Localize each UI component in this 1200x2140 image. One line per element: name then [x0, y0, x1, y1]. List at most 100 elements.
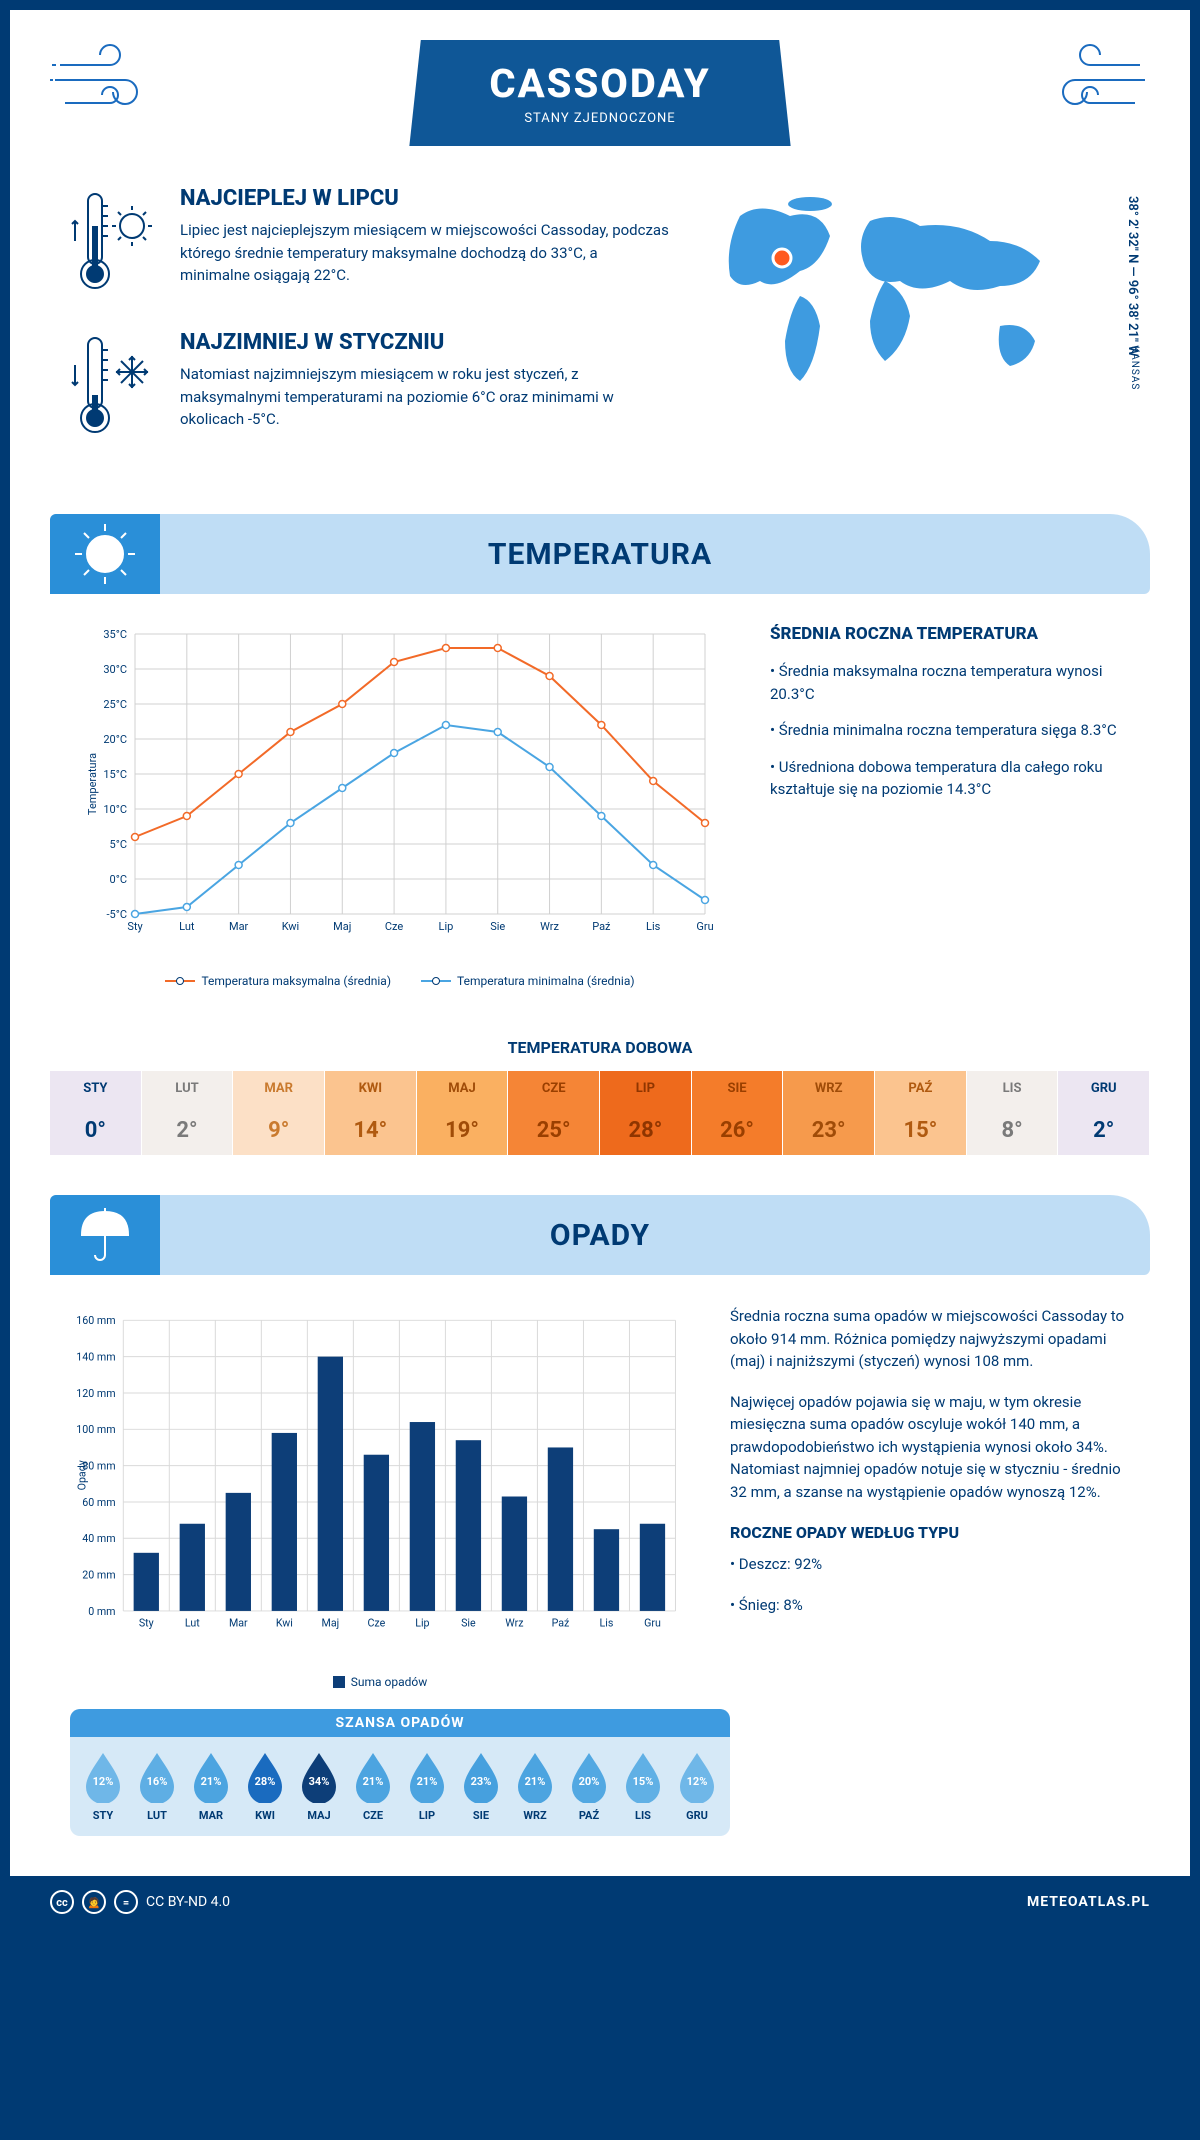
chance-month: LIS [616, 1809, 670, 1822]
daily-cell: SIE 26° [692, 1071, 784, 1155]
svg-text:100 mm: 100 mm [76, 1423, 115, 1436]
daily-month: STY [50, 1071, 141, 1106]
svg-text:25°C: 25°C [103, 698, 127, 711]
precipitation-chart: 0 mm20 mm40 mm60 mm80 mm100 mm120 mm140 … [70, 1305, 690, 1689]
wind-icon-left [50, 40, 170, 120]
facts-column: NAJCIEPLEJ W LIPCU Lipiec jest najcieple… [70, 186, 670, 474]
chance-value: 23% [471, 1775, 492, 1788]
svg-text:Paź: Paź [592, 920, 611, 933]
chance-item: 34% MAJ [292, 1751, 346, 1822]
chance-month: WRZ [508, 1809, 562, 1822]
chance-value: 12% [93, 1775, 114, 1788]
svg-text:Gru: Gru [644, 1616, 661, 1629]
raindrop-icon: 21% [514, 1751, 556, 1803]
legend-max: Temperatura maksymalna (średnia) [201, 974, 391, 988]
daily-cell: LUT 2° [142, 1071, 234, 1155]
svg-text:Lis: Lis [646, 920, 661, 933]
temperature-chart: -5°C0°C5°C10°C15°C20°C25°C30°C35°CStyLut… [70, 624, 730, 988]
svg-text:Wrz: Wrz [505, 1616, 523, 1629]
chance-item: 15% LIS [616, 1751, 670, 1822]
map-column: 38° 2' 32" N — 96° 38' 21" W KANSAS [710, 186, 1130, 474]
svg-text:Paź: Paź [552, 1616, 570, 1629]
precipitation-body: 0 mm20 mm40 mm60 mm80 mm100 mm120 mm140 … [10, 1275, 1190, 1709]
precip-snow: • Śnieg: 8% [730, 1594, 1130, 1617]
svg-text:Sty: Sty [127, 920, 143, 933]
svg-text:Maj: Maj [322, 1616, 340, 1629]
warmest-text: Lipiec jest najcieplejszym miesiącem w m… [180, 219, 670, 287]
chance-month: PAŹ [562, 1809, 616, 1822]
chance-value: 21% [363, 1775, 384, 1788]
chance-month: SIE [454, 1809, 508, 1822]
chance-value: 21% [525, 1775, 546, 1788]
coldest-title: NAJZIMNIEJ W STYCZNIU [180, 330, 670, 355]
precipitation-chance-box: SZANSA OPADÓW 12% STY 16% LUT 21% MAR [70, 1709, 730, 1836]
chance-month: STY [76, 1809, 130, 1822]
svg-text:Gru: Gru [696, 920, 713, 933]
svg-text:Cze: Cze [385, 920, 404, 933]
chance-value: 15% [633, 1775, 654, 1788]
stats-title: ŚREDNIA ROCZNA TEMPERATURA [770, 624, 1130, 644]
svg-text:60 mm: 60 mm [82, 1496, 115, 1509]
raindrop-icon: 28% [244, 1751, 286, 1803]
daily-cell: LIP 28° [600, 1071, 692, 1155]
wind-icon-right [1030, 40, 1150, 120]
chance-item: 21% CZE [346, 1751, 400, 1822]
svg-text:20 mm: 20 mm [82, 1568, 115, 1581]
svg-text:Lut: Lut [185, 1616, 200, 1629]
svg-text:Lis: Lis [600, 1616, 614, 1629]
daily-month: WRZ [783, 1071, 874, 1106]
daily-value: 2° [142, 1106, 233, 1155]
raindrop-icon: 21% [190, 1751, 232, 1803]
chance-item: 12% GRU [670, 1751, 724, 1822]
chance-item: 16% LUT [130, 1751, 184, 1822]
daily-month: PAŹ [875, 1071, 966, 1106]
daily-cell: MAR 9° [233, 1071, 325, 1155]
title-banner: CASSODAY STANY ZJEDNOCZONE [409, 40, 790, 146]
daily-value: 15° [875, 1106, 966, 1155]
license-text: CC BY-ND 4.0 [146, 1894, 230, 1910]
precipitation-title: OPADY [550, 1218, 650, 1253]
svg-text:Lut: Lut [179, 920, 195, 933]
location-marker [773, 249, 791, 267]
chance-value: 20% [579, 1775, 600, 1788]
daily-month: MAR [233, 1071, 324, 1106]
thermometer-sun-icon [70, 186, 160, 300]
precipitation-text: Średnia roczna suma opadów w miejscowośc… [730, 1305, 1130, 1689]
chance-month: MAR [184, 1809, 238, 1822]
warmest-fact: NAJCIEPLEJ W LIPCU Lipiec jest najcieple… [70, 186, 670, 300]
chance-item: 20% PAŹ [562, 1751, 616, 1822]
daily-month: GRU [1058, 1071, 1149, 1106]
daily-value: 2° [1058, 1106, 1149, 1155]
daily-cell: WRZ 23° [783, 1071, 875, 1155]
infographic-page: CASSODAY STANY ZJEDNOCZONE [10, 10, 1190, 1928]
precip-rain: • Deszcz: 92% [730, 1553, 1130, 1576]
daily-month: LUT [142, 1071, 233, 1106]
svg-text:140 mm: 140 mm [76, 1351, 115, 1364]
precip-p1: Średnia roczna suma opadów w miejscowośc… [730, 1305, 1130, 1373]
precipitation-header: OPADY [50, 1195, 1150, 1275]
daily-cell: KWI 14° [325, 1071, 417, 1155]
raindrop-icon: 15% [622, 1751, 664, 1803]
svg-text:20°C: 20°C [103, 733, 127, 746]
country-name: STANY ZJEDNOCZONE [489, 111, 710, 126]
daily-cell: CZE 25° [508, 1071, 600, 1155]
chance-value: 12% [687, 1775, 708, 1788]
svg-text:Opady: Opady [76, 1460, 89, 1490]
svg-text:Mar: Mar [229, 920, 249, 933]
chance-title: SZANSA OPADÓW [70, 1709, 730, 1737]
daily-temp-grid: STY 0° LUT 2° MAR 9° KWI 14° MAJ 19° CZE… [50, 1071, 1150, 1155]
raindrop-icon: 12% [82, 1751, 124, 1803]
svg-text:160 mm: 160 mm [76, 1314, 115, 1327]
chance-month: KWI [238, 1809, 292, 1822]
raindrop-icon: 12% [676, 1751, 718, 1803]
daily-cell: PAŹ 15° [875, 1071, 967, 1155]
by-icon: 🙍 [82, 1890, 106, 1914]
coldest-text: Natomiast najzimniejszym miesiącem w rok… [180, 363, 670, 431]
stat-1: • Średnia maksymalna roczna temperatura … [770, 660, 1130, 705]
raindrop-icon: 23% [460, 1751, 502, 1803]
thermometer-snow-icon [70, 330, 160, 444]
daily-cell: GRU 2° [1058, 1071, 1150, 1155]
chance-item: 21% LIP [400, 1751, 454, 1822]
temperature-stats: ŚREDNIA ROCZNA TEMPERATURA • Średnia mak… [770, 624, 1130, 988]
chance-value: 21% [417, 1775, 438, 1788]
